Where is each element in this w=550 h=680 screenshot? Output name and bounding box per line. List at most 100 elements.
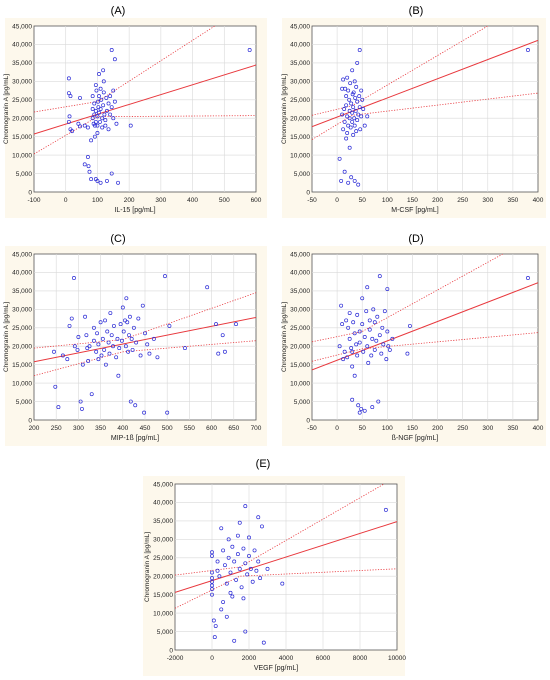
data-point [243,561,248,566]
x-tick-label: 600 [206,425,217,432]
y-tick-label: 15,000 [12,362,32,369]
data-point [104,108,109,113]
data-point [359,88,364,93]
x-tick-label: 100 [382,197,393,204]
data-point [99,353,104,358]
data-point [109,333,114,338]
y-tick-label: 35,000 [290,60,310,67]
data-point [98,180,103,185]
data-point [210,579,214,584]
data-point [354,129,359,134]
data-point [347,145,352,150]
x-tick-label: 400 [533,197,544,204]
data-point [210,576,214,581]
data-point [106,101,111,106]
data-point [106,340,111,345]
data-point [215,559,220,564]
data-point [219,607,224,612]
data-point [407,323,412,328]
data-point [352,116,357,121]
data-point [99,97,104,102]
x-tick-label: 350 [95,425,106,432]
data-point [342,107,347,111]
x-tick-label: 0 [335,425,339,432]
panel-label-c: (C) [110,233,126,245]
data-point [210,570,214,575]
confidence-band-upper [34,26,216,113]
data-point [98,107,103,111]
data-point [340,112,345,117]
x-tick-label: 300 [155,197,166,204]
data-point [347,311,352,315]
y-tick-label: 45,000 [12,23,32,30]
confidence-band-lower [312,332,538,362]
data-point [129,336,134,341]
data-point [372,347,377,352]
data-point [265,566,270,571]
data-point [76,335,81,339]
data-point [89,392,94,397]
x-tick-label: -50 [307,197,317,204]
confidence-band-lower [312,92,538,140]
data-point [130,347,135,352]
data-point [94,349,99,354]
data-point [361,349,366,354]
data-point [351,90,356,95]
data-point [360,97,365,102]
data-point [80,406,84,411]
x-tick-label: 150 [407,425,418,432]
y-tick-label: 30,000 [153,537,173,544]
data-point [342,119,347,124]
data-point [101,103,106,108]
data-point [165,410,170,415]
x-tick-label: 650 [228,425,239,432]
data-point [87,169,92,174]
data-point [352,331,357,336]
confidence-band-upper [312,254,503,343]
data-point [361,107,366,111]
data-point [341,127,346,132]
data-point [214,322,218,327]
data-point [131,325,136,330]
panel-label-a: (A) [110,5,126,17]
y-tick-label: 5,000 [294,171,311,178]
y-axis-label-d: Chromogranin A [pg/mL] [281,302,288,372]
data-point [353,95,358,100]
data-point [226,537,231,542]
data-point [114,121,119,126]
data-point [369,353,374,358]
x-axis-label-d: ß-NGF [pg/mL] [392,435,439,442]
y-tick-label: 10,000 [290,152,310,159]
data-point [352,79,357,84]
data-point [379,351,384,356]
scatter-plot-d: -50 0 50 100 150 200 250 300 350 40005,00010,0001… [281,246,546,446]
y-axis-label-e: Chromogranin A [pg/mL] [144,532,151,602]
data-point [228,570,233,575]
x-tick-label: 10000 [388,655,406,662]
data-point [60,353,65,358]
x-tick-label: 250 [457,425,468,432]
data-point [108,311,113,315]
data-point [217,574,222,579]
data-point [367,318,372,323]
data-point [385,329,390,334]
data-point [112,57,117,62]
data-point [351,132,356,137]
chart-panel-d: (D) -50 0 50 100 150 200 250 300 350 400 0 5,000 10,… [276,228,550,446]
y-tick-label: 25,000 [12,325,32,332]
y-tick-label: 25,000 [290,325,310,332]
panel-label-d: (D) [408,233,424,245]
x-tick-label: 150 [407,197,418,204]
data-point [127,314,132,319]
x-tick-label: 300 [482,197,493,204]
data-point [143,331,147,336]
y-tick-label: 0 [306,189,310,196]
data-point [210,553,214,558]
data-point [108,112,113,117]
data-point [357,410,362,415]
y-tick-label: 30,000 [290,79,310,86]
data-point [93,119,98,124]
data-point [355,99,360,104]
data-point [350,364,355,369]
x-tick-label: 50 [359,425,367,432]
